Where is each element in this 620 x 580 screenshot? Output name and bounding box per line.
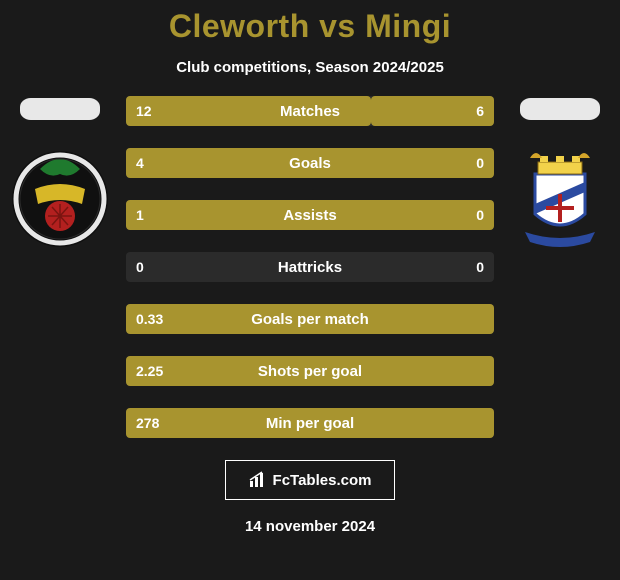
content-row: 126Matches 40Goals 10Assists 00Hattricks 0.3… — [0, 96, 620, 438]
stat-label: Goals — [126, 148, 494, 178]
stockport-crest-icon — [510, 144, 610, 254]
stat-label: Goals per match — [126, 304, 494, 334]
stat-row: 00Hattricks — [126, 252, 494, 282]
stat-row: 0.33Goals per match — [126, 304, 494, 334]
right-player-col — [500, 96, 620, 254]
date-label: 14 november 2024 — [245, 518, 375, 535]
left-accent-pill — [20, 98, 100, 120]
stat-row: 278Min per goal — [126, 408, 494, 438]
stat-label: Shots per goal — [126, 356, 494, 386]
stat-label: Matches — [126, 96, 494, 126]
comparison-card: Cleworth vs Mingi Club competitions, Sea… — [0, 0, 620, 580]
left-player-col — [0, 96, 120, 254]
page-title: Cleworth vs Mingi — [169, 8, 451, 45]
right-accent-pill — [520, 98, 600, 120]
wrexham-crest-icon — [10, 144, 110, 254]
stat-label: Min per goal — [126, 408, 494, 438]
brand-badge[interactable]: FcTables.com — [225, 460, 395, 500]
right-club-crest — [510, 144, 610, 254]
stat-row: 2.25Shots per goal — [126, 356, 494, 386]
brand-label: FcTables.com — [273, 472, 372, 489]
stat-row: 10Assists — [126, 200, 494, 230]
stat-label: Hattricks — [126, 252, 494, 282]
subtitle: Club competitions, Season 2024/2025 — [176, 59, 444, 76]
stats-column: 126Matches 40Goals 10Assists 00Hattricks 0.3… — [120, 96, 500, 438]
left-club-crest — [10, 144, 110, 254]
stat-row: 40Goals — [126, 148, 494, 178]
chart-icon — [249, 471, 267, 489]
stat-label: Assists — [126, 200, 494, 230]
stat-row: 126Matches — [126, 96, 494, 126]
